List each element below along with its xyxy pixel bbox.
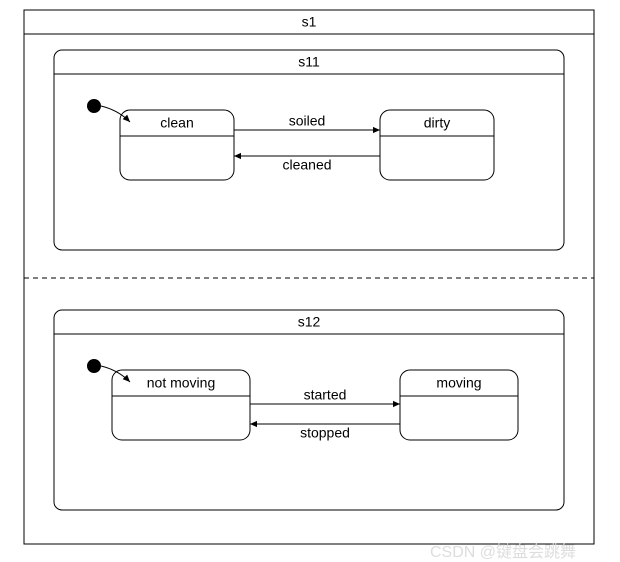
state-dirty-label: dirty	[424, 115, 450, 131]
s12-transition-0-label: started	[304, 387, 347, 403]
state-diagram: s1 s11 clean dirty soiled cleaned s12 not movin…	[0, 0, 620, 561]
s12-initial-transition	[101, 366, 130, 382]
s11-label: s11	[298, 54, 320, 70]
composite-state-s1	[24, 10, 594, 544]
region-s11	[54, 50, 564, 250]
s12-initial-state-icon	[87, 359, 101, 373]
s11-transition-1-label: cleaned	[282, 157, 331, 173]
s1-label: s1	[302, 14, 317, 30]
state-moving-label: moving	[436, 375, 481, 391]
s11-initial-state-icon	[87, 99, 101, 113]
s11-transition-0-label: soiled	[289, 113, 326, 129]
state-notmoving-label: not moving	[147, 375, 215, 391]
state-clean-label: clean	[160, 115, 193, 131]
s11-initial-transition	[101, 106, 130, 122]
region-s12	[54, 310, 564, 510]
s12-label: s12	[298, 314, 321, 330]
s12-transition-1-label: stopped	[300, 425, 350, 441]
